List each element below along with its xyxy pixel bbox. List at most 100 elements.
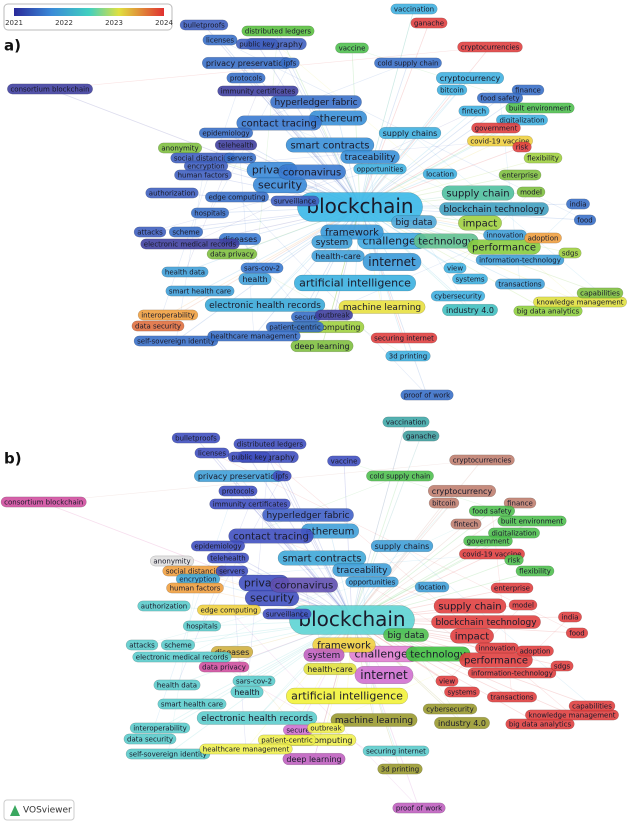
node-box bbox=[223, 152, 257, 164]
node-label: authorization bbox=[149, 190, 195, 198]
node: electronic medical records bbox=[132, 651, 232, 663]
node-label: electronic medical records bbox=[136, 654, 229, 662]
node-label: traceability bbox=[345, 153, 396, 163]
edge bbox=[359, 89, 529, 208]
node: big data bbox=[391, 215, 437, 229]
node-box bbox=[166, 582, 224, 594]
node-label: opportunities bbox=[357, 166, 404, 174]
node-box bbox=[391, 215, 437, 229]
node: systems bbox=[444, 686, 480, 698]
node-label: supply chain bbox=[438, 602, 501, 613]
node: vaccination bbox=[382, 416, 430, 428]
node: patient-centric bbox=[265, 321, 325, 333]
node-label: traceability bbox=[337, 566, 388, 576]
node-box bbox=[262, 608, 312, 620]
node-label: knowledge management bbox=[528, 712, 615, 720]
node: risk bbox=[504, 554, 524, 566]
edge bbox=[359, 206, 459, 297]
node-box bbox=[160, 639, 196, 651]
node: machine learning bbox=[330, 713, 418, 727]
node-label: interoperability bbox=[133, 725, 187, 733]
edge bbox=[359, 8, 415, 208]
node-label: sars-cov-2 bbox=[236, 678, 272, 686]
node-box bbox=[524, 232, 562, 244]
node-box bbox=[450, 628, 494, 644]
node-label: attacks bbox=[129, 642, 155, 650]
node-label: capabilities bbox=[572, 703, 612, 711]
node: model bbox=[508, 599, 538, 611]
node: fintech bbox=[450, 518, 482, 530]
node: cybersecurity bbox=[422, 703, 478, 715]
node: vaccination bbox=[390, 3, 438, 15]
node-label: licenses bbox=[206, 37, 234, 45]
edge bbox=[351, 502, 521, 621]
node-box bbox=[422, 703, 478, 715]
node-box bbox=[504, 554, 524, 566]
node: proof of work bbox=[392, 802, 446, 814]
node-label: encryption bbox=[179, 576, 216, 584]
node: system bbox=[303, 648, 345, 662]
node-box bbox=[153, 679, 201, 691]
node-label: public key bbox=[239, 41, 275, 49]
legend-box bbox=[3, 3, 173, 31]
node: hyperledger fabric bbox=[270, 95, 362, 109]
node-label: performance bbox=[464, 656, 528, 667]
edge bbox=[49, 88, 361, 208]
node: blockchain bbox=[297, 192, 423, 222]
node-box bbox=[366, 470, 434, 482]
node-label: outbreak bbox=[318, 312, 350, 320]
node-box bbox=[330, 713, 418, 727]
node-label: telehealth bbox=[210, 555, 245, 563]
node-label: authorization bbox=[141, 603, 187, 611]
node: protocols bbox=[226, 72, 266, 84]
node: supply chain bbox=[441, 185, 515, 201]
node-label: bitcoin bbox=[440, 87, 464, 95]
node-label: big data analytics bbox=[517, 308, 580, 316]
node-label: blockchain bbox=[306, 194, 413, 218]
node-label: ipfs bbox=[284, 60, 297, 68]
node-box bbox=[422, 168, 458, 180]
node-label: view bbox=[439, 678, 455, 686]
node-label: cryptocurrency bbox=[440, 74, 501, 83]
node-label: patient-centric bbox=[269, 324, 321, 332]
node-label: food bbox=[569, 630, 584, 638]
node-label: consortium blockchain bbox=[4, 499, 83, 507]
node: encryption bbox=[183, 160, 229, 172]
node: 3d printing bbox=[385, 350, 431, 362]
node: data security bbox=[131, 320, 185, 332]
node-label: systems bbox=[456, 276, 485, 284]
edge bbox=[359, 77, 471, 208]
node-label: digitalization bbox=[499, 117, 544, 125]
node-box bbox=[332, 563, 392, 577]
node-label: systems bbox=[448, 689, 477, 697]
node-box bbox=[238, 272, 272, 286]
node-box bbox=[311, 235, 353, 249]
node-label: health bbox=[234, 688, 259, 697]
node-box bbox=[137, 309, 199, 321]
node-label: electronic medical records bbox=[144, 241, 237, 249]
node-label: distributed ledgers bbox=[245, 28, 312, 36]
node: industry 4.0 bbox=[434, 716, 490, 730]
node-label: finance bbox=[507, 500, 533, 508]
node-box bbox=[370, 539, 434, 553]
node: big data analytics bbox=[505, 718, 575, 730]
node: authorization bbox=[137, 600, 191, 612]
node-label: edge computing bbox=[200, 607, 257, 615]
node: transactions bbox=[486, 691, 538, 703]
node-box bbox=[303, 662, 357, 676]
node-box bbox=[157, 698, 227, 710]
node-box bbox=[174, 169, 232, 181]
node-box bbox=[414, 581, 450, 593]
node-box bbox=[362, 253, 422, 271]
node-box bbox=[205, 191, 269, 203]
node: information-technology bbox=[467, 667, 557, 679]
node-box bbox=[196, 711, 318, 725]
node: bulletproofs bbox=[179, 19, 229, 31]
node: ipfs bbox=[272, 470, 292, 482]
node-box bbox=[476, 92, 524, 104]
node: ipfs bbox=[280, 57, 300, 69]
year-legend bbox=[3, 3, 173, 31]
legend-tick-label: 2022 bbox=[55, 19, 73, 27]
node-label: contact tracing bbox=[241, 119, 317, 130]
edge bbox=[228, 609, 420, 809]
